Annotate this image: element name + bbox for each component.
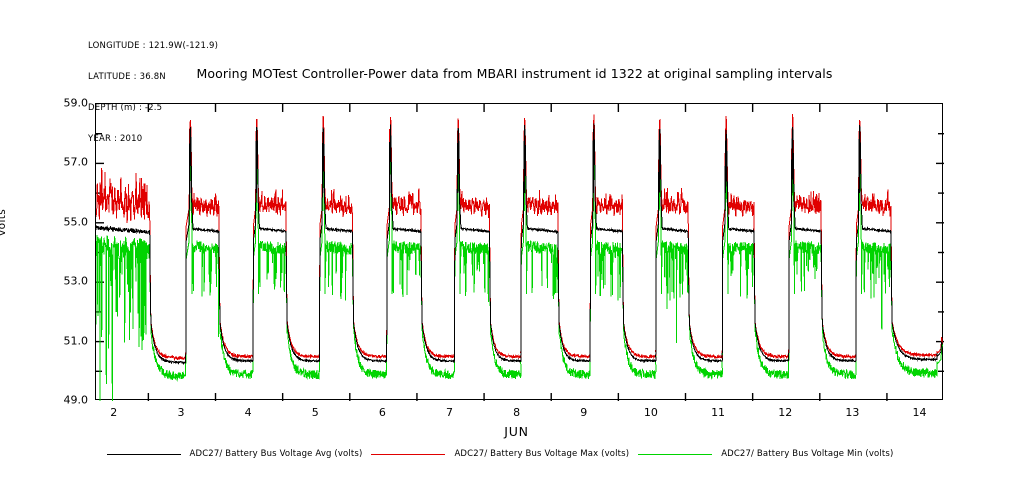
plot-area xyxy=(95,103,944,401)
x-tick-label: 3 xyxy=(177,406,185,419)
x-axis-title: JUN xyxy=(504,424,529,439)
x-tick-label: 14 xyxy=(912,406,927,419)
x-tick-label: 12 xyxy=(778,406,793,419)
x-axis-labels: 2 3 4 5 6 7 8 9 10 11 12 13 14 xyxy=(95,406,943,424)
x-tick-label: 10 xyxy=(643,406,658,419)
plot-canvas xyxy=(96,104,944,401)
x-tick-label: 7 xyxy=(446,406,453,419)
metadata-block: LONGITUDE : 121.9W(-121.9) LATITUDE : 36… xyxy=(88,20,218,166)
y-axis-title: volts xyxy=(0,208,8,236)
chart-legend: ADC27/ Battery Bus Voltage Avg (volts) AD… xyxy=(0,449,1009,459)
max-trace xyxy=(96,113,944,362)
avg-trace xyxy=(96,123,944,366)
legend-label: ADC27/ Battery Bus Voltage Max (volts) xyxy=(454,449,630,459)
x-tick-label: 8 xyxy=(513,406,521,419)
legend-label: ADC27/ Battery Bus Voltage Min (volts) xyxy=(721,449,894,459)
y-tick-label: 57.0 xyxy=(63,155,89,169)
x-tick-label: 6 xyxy=(378,406,386,419)
y-tick-label: 51.0 xyxy=(63,334,89,348)
chart-svg xyxy=(96,104,944,401)
legend-entry: ADC27/ Battery Bus Voltage Avg (volts) xyxy=(106,449,372,459)
y-tick-label: 59.0 xyxy=(63,96,89,110)
min-trace xyxy=(96,129,944,401)
legend-entry: ADC27/ Battery Bus Voltage Max (volts) xyxy=(371,449,638,459)
legend-swatch xyxy=(106,453,181,455)
metadata-depth: DEPTH (m) : -2.5 xyxy=(88,103,163,114)
y-axis-labels: 59.0 57.0 55.0 53.0 51.0 49.0 xyxy=(38,97,89,407)
legend-swatch xyxy=(638,453,713,455)
x-tick-label: 9 xyxy=(580,406,588,419)
x-tick-label: 11 xyxy=(711,406,726,419)
y-tick-label: 55.0 xyxy=(63,215,89,229)
x-tick-label: 13 xyxy=(845,406,860,419)
legend-label: ADC27/ Battery Bus Voltage Avg (volts) xyxy=(189,449,363,459)
chart-title: Mooring MOTest Controller-Power data fro… xyxy=(196,66,833,81)
x-tick-label: 4 xyxy=(244,406,252,419)
x-tick-label: 5 xyxy=(311,406,319,419)
x-tick-label: 2 xyxy=(110,406,118,419)
legend-swatch xyxy=(371,453,446,455)
legend-entry: ADC27/ Battery Bus Voltage Min (volts) xyxy=(638,449,902,459)
y-tick-label: 53.0 xyxy=(63,274,89,288)
axis-ticks xyxy=(96,104,944,401)
y-tick-label: 49.0 xyxy=(63,393,89,407)
metadata-longitude: LONGITUDE : 121.9W(-121.9) xyxy=(88,40,219,51)
metadata-year: YEAR : 2010 xyxy=(88,134,143,145)
metadata-latitude: LATITUDE : 36.8N xyxy=(88,72,166,83)
